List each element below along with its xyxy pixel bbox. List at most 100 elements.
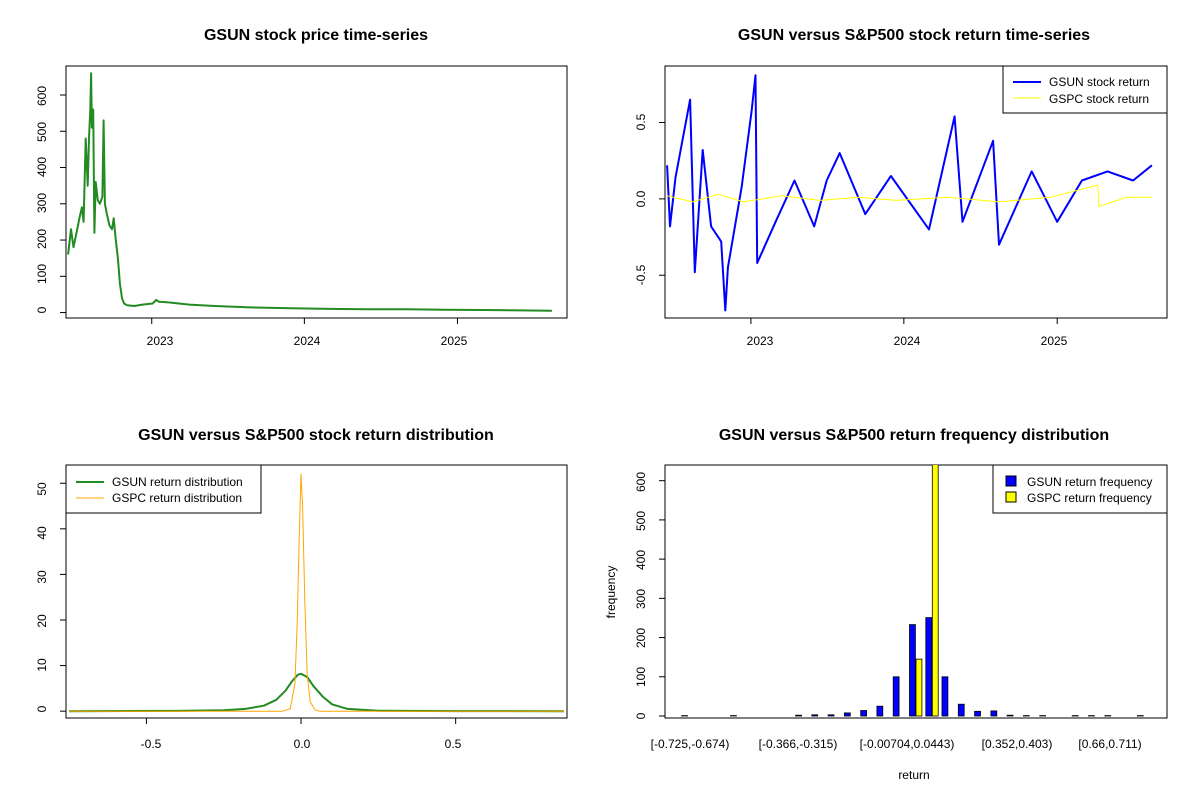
price-panel: GSUN stock price time-series 0 100 200 3… <box>35 27 568 348</box>
histogram-x-tick-label: [-0.725,-0.674) <box>651 737 730 751</box>
gsun-frequency-bar <box>827 714 835 717</box>
histogram-legend-swatch-gsun <box>1005 475 1017 487</box>
histogram-bars <box>681 465 1144 717</box>
returns-y-tick-label: 0.0 <box>634 190 648 207</box>
tick-marks <box>60 482 457 724</box>
gsun-stock-return-line <box>666 74 1153 312</box>
returns-x-tick-label: 2023 <box>747 334 774 348</box>
gsun-frequency-bar <box>876 705 884 717</box>
gspc-return-distribution-line <box>69 473 564 712</box>
price-y-axis: 0 100 200 300 400 500 600 <box>35 86 49 314</box>
price-series <box>67 72 553 312</box>
histogram-y-tick-label: 600 <box>634 472 648 492</box>
density-y-tick-label: 50 <box>35 482 49 496</box>
gsun-frequency-bar <box>844 712 851 717</box>
returns-series <box>666 74 1153 312</box>
histogram-y-tick-label: 0 <box>634 712 648 719</box>
density-legend: GSUN return distribution GSPC return dis… <box>65 464 262 514</box>
density-plot-frame <box>65 464 568 719</box>
histogram-x-axis: [-0.725,-0.674) [-0.366,-0.315) [-0.0070… <box>651 737 1142 751</box>
returns-y-tick-label: 0.5 <box>634 113 648 130</box>
price-chart-title: GSUN stock price time-series <box>204 27 428 44</box>
density-y-tick-label: 10 <box>35 658 49 672</box>
gsun-frequency-bar <box>941 676 949 717</box>
histogram-x-tick-label: [0.352,0.403) <box>982 737 1053 751</box>
histogram-x-tick-label: [-0.00704,0.0443) <box>860 737 955 751</box>
histogram-y-tick-label: 300 <box>634 589 648 609</box>
density-legend-label: GSUN return distribution <box>112 475 243 489</box>
returns-legend-box <box>1002 65 1168 114</box>
gsun-frequency-bar <box>860 710 868 717</box>
returns-panel: GSUN versus S&P500 stock return time-ser… <box>634 27 1168 348</box>
returns-legend: GSUN stock return GSPC stock return <box>1002 65 1168 114</box>
histogram-y-axis-label: frequency <box>604 566 618 619</box>
density-y-tick-label: 30 <box>35 570 49 584</box>
density-x-axis: -0.5 0.0 0.5 <box>141 737 462 751</box>
histogram-x-tick-label: [-0.366,-0.315) <box>759 737 838 751</box>
gsun-frequency-bar <box>892 676 900 717</box>
tick-marks <box>659 122 1058 324</box>
price-y-tick-label: 300 <box>35 193 49 213</box>
density-panel: GSUN versus S&P500 stock return distribu… <box>35 427 568 751</box>
returns-legend-label: GSUN stock return <box>1049 75 1150 89</box>
histogram-y-tick-label: 100 <box>634 667 648 687</box>
tick-marks <box>659 480 665 717</box>
price-y-tick-label: 500 <box>35 122 49 142</box>
density-y-tick-label: 20 <box>35 614 49 628</box>
returns-x-tick-label: 2025 <box>1041 334 1068 348</box>
density-y-tick-label: 0 <box>35 705 49 712</box>
histogram-chart-title: GSUN versus S&P500 return frequency dist… <box>719 427 1109 444</box>
density-x-tick-label: -0.5 <box>141 737 162 751</box>
density-y-axis: 0 10 20 30 40 50 <box>35 482 49 712</box>
gsun-return-distribution-line <box>69 672 564 713</box>
price-line <box>67 72 552 312</box>
price-y-tick-label: 200 <box>35 229 49 249</box>
gsun-frequency-bar <box>925 617 933 717</box>
returns-plot-frame <box>664 65 1168 319</box>
density-x-tick-label: 0.0 <box>294 737 311 751</box>
gspc-frequency-bar <box>931 465 939 717</box>
price-x-axis: 2023 2024 2025 <box>147 334 468 348</box>
tick-marks <box>60 94 458 324</box>
price-y-tick-label: 100 <box>35 264 49 284</box>
returns-x-axis: 2023 2024 2025 <box>747 334 1068 348</box>
histogram-legend-box <box>992 464 1168 514</box>
histogram-y-tick-label: 400 <box>634 550 648 570</box>
gspc-frequency-bar <box>915 658 923 717</box>
price-y-tick-label: 0 <box>35 306 49 313</box>
histogram-y-tick-label: 500 <box>634 511 648 531</box>
histogram-legend-swatch-gspc <box>1005 491 1017 503</box>
histogram-plot-frame <box>664 464 1168 719</box>
returns-y-tick-label: -0.5 <box>634 264 648 285</box>
price-x-tick-label: 2023 <box>147 334 174 348</box>
returns-x-tick-label: 2024 <box>894 334 921 348</box>
histogram-y-tick-label: 200 <box>634 628 648 648</box>
histogram-legend-label: GSUN return frequency <box>1027 475 1152 489</box>
histogram-y-axis: 0 100 200 300 400 500 600 <box>634 472 648 720</box>
returns-y-axis: -0.5 0.0 0.5 <box>634 113 648 285</box>
histogram-x-axis-label: return <box>898 768 929 782</box>
histogram-x-tick-label: [0.66,0.711) <box>1078 737 1141 751</box>
gsun-frequency-bar <box>795 714 802 717</box>
gsun-frequency-bar <box>990 710 998 717</box>
price-x-tick-label: 2025 <box>441 334 468 348</box>
gsun-frequency-bar <box>957 703 965 717</box>
price-x-tick-label: 2024 <box>294 334 321 348</box>
price-y-tick-label: 600 <box>35 86 49 106</box>
histogram-legend: GSUN return frequency GSPC return freque… <box>992 464 1168 514</box>
density-chart-title: GSUN versus S&P500 stock return distribu… <box>138 427 494 444</box>
density-y-tick-label: 40 <box>35 526 49 540</box>
returns-chart-title: GSUN versus S&P500 stock return time-ser… <box>738 27 1090 44</box>
density-x-tick-label: 0.5 <box>445 737 462 751</box>
gsun-frequency-bar <box>1006 714 1014 717</box>
density-legend-label: GSPC return distribution <box>112 491 242 505</box>
gsun-frequency-bar <box>974 710 981 717</box>
price-y-tick-label: 400 <box>35 157 49 177</box>
gsun-frequency-bar <box>811 714 819 717</box>
density-series <box>69 473 565 713</box>
price-plot-frame <box>65 65 568 319</box>
density-legend-box <box>65 464 262 514</box>
histogram-panel: GSUN versus S&P500 return frequency dist… <box>604 427 1168 782</box>
histogram-legend-label: GSPC return frequency <box>1027 491 1152 505</box>
